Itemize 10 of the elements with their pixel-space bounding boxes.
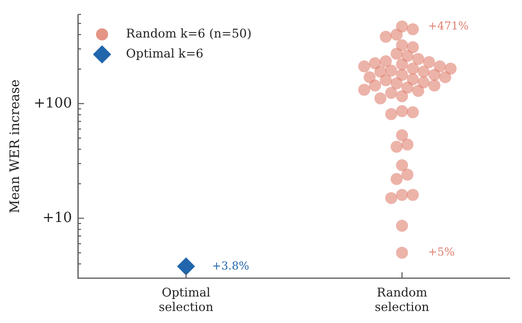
y-axis-title: Mean WER increase: [8, 79, 24, 214]
annotation: +3.8%: [212, 259, 250, 272]
annotation: +471%: [428, 19, 469, 32]
legend-label: Optimal k=6: [126, 46, 204, 61]
x-tick-label: Optimal selection: [158, 286, 214, 314]
x-tick-label: Random selection: [374, 286, 430, 314]
y-tick-label: +10: [42, 210, 72, 226]
annotation: +5%: [428, 246, 455, 259]
y-tick-label: +100: [34, 95, 72, 112]
legend-label: Random k=6 (n=50): [126, 26, 252, 41]
